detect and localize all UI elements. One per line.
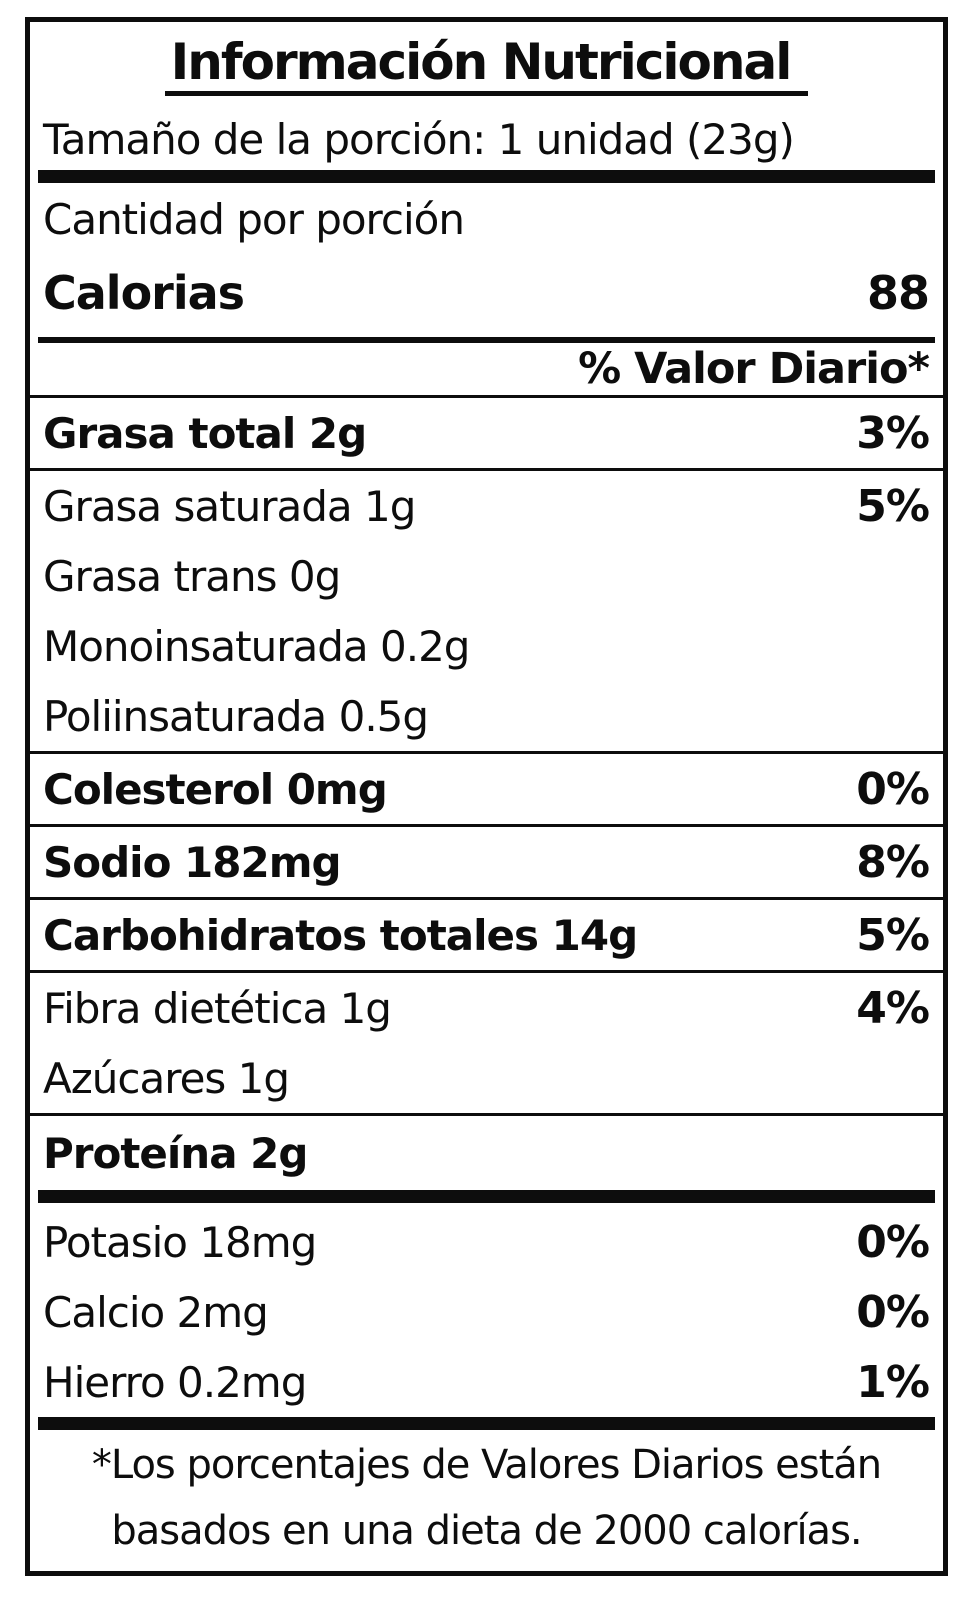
nutrient-name: Azúcares 1g [43, 1053, 290, 1103]
row-grasa-detalle: Grasa saturada 1g 5% Grasa trans 0g Mono… [30, 468, 943, 751]
nutrient-name: Grasa total 2g [43, 408, 367, 458]
thick-divider-top [38, 170, 935, 183]
row-grasa-total: Grasa total 2g 3% [30, 395, 943, 468]
thick-divider-middle [38, 1190, 935, 1203]
mineral-dv: 0% [856, 1216, 930, 1268]
nutrient-line: Fibra dietética 1g 4% [30, 973, 943, 1043]
mineral-dv: 0% [856, 1286, 930, 1338]
footnote: *Los porcentajes de Valores Diarios está… [30, 1430, 943, 1571]
nutrient-name: Poliinsaturada 0.5g [43, 691, 429, 741]
nutrient-name: Fibra dietética 1g [43, 983, 392, 1033]
nutrient-line: Grasa total 2g 3% [30, 398, 943, 468]
daily-value-header: % Valor Diario* [578, 344, 930, 394]
nutrient-dv: 8% [856, 836, 930, 888]
nutrient-name: Monoinsaturada 0.2g [43, 621, 470, 671]
serving-size-row: Tamaño de la porción: 1 unidad (23g) [30, 108, 943, 170]
nutrient-table: Grasa total 2g 3% Grasa saturada 1g 5% G… [30, 395, 943, 1190]
footnote-line-2: basados en una dieta de 2000 calorías. [111, 1507, 862, 1554]
nutrient-line: Carbohidratos totales 14g 5% [30, 900, 943, 970]
row-carbohidratos: Carbohidratos totales 14g 5% [30, 897, 943, 970]
nutrient-name: Colesterol 0mg [43, 764, 388, 814]
nutrient-line: Monoinsaturada 0.2g [30, 611, 943, 681]
label-title: Información Nutricional [164, 34, 809, 96]
row-fibra-azucares: Fibra dietética 1g 4% Azúcares 1g [30, 970, 943, 1113]
row-sodio: Sodio 182mg 8% [30, 824, 943, 897]
row-calcio: Calcio 2mg 0% [30, 1277, 943, 1347]
mineral-name: Potasio 18mg [43, 1217, 317, 1267]
nutrient-line: Grasa trans 0g [30, 541, 943, 611]
nutrient-name: Grasa trans 0g [43, 551, 341, 601]
nutrient-name: Carbohidratos totales 14g [43, 910, 638, 960]
mineral-name: Hierro 0.2mg [43, 1357, 307, 1407]
nutrient-line: Grasa saturada 1g 5% [30, 471, 943, 541]
serving-size-text: Tamaño de la porción: 1 unidad (23g) [43, 114, 795, 164]
nutrient-dv: 3% [856, 407, 930, 459]
amount-per-serving-text: Cantidad por porción [43, 194, 465, 244]
nutrient-name: Grasa saturada 1g [43, 481, 416, 531]
nutrient-line: Azúcares 1g [30, 1043, 943, 1113]
mineral-dv: 1% [856, 1356, 930, 1408]
nutrient-dv: 5% [856, 480, 930, 532]
nutrient-line: Sodio 182mg 8% [30, 827, 943, 897]
nutrition-label: Información Nutricional Tamaño de la por… [25, 17, 948, 1576]
minerals-section: Potasio 18mg 0% Calcio 2mg 0% Hierro 0.2… [30, 1203, 943, 1417]
calories-row: Calorias 88 [30, 255, 943, 337]
calories-label: Calorias [43, 266, 245, 320]
row-potasio: Potasio 18mg 0% [30, 1207, 943, 1277]
nutrient-line: Colesterol 0mg 0% [30, 754, 943, 824]
nutrient-dv: 0% [856, 763, 930, 815]
nutrient-dv: 5% [856, 909, 930, 961]
nutrient-name: Proteína 2g [43, 1128, 308, 1178]
title-row: Información Nutricional [30, 22, 943, 108]
nutrient-dv: 4% [856, 982, 930, 1034]
medium-divider [38, 337, 935, 343]
amount-per-serving-row: Cantidad por porción [30, 183, 943, 255]
thick-divider-bottom [38, 1417, 935, 1430]
mineral-name: Calcio 2mg [43, 1287, 269, 1337]
nutrient-line: Proteína 2g [30, 1116, 943, 1190]
calories-value: 88 [866, 266, 930, 320]
nutrient-line: Poliinsaturada 0.5g [30, 681, 943, 751]
row-proteina: Proteína 2g [30, 1113, 943, 1190]
row-hierro: Hierro 0.2mg 1% [30, 1347, 943, 1417]
daily-value-header-row: % Valor Diario* [30, 343, 943, 395]
nutrient-name: Sodio 182mg [43, 837, 342, 887]
row-colesterol: Colesterol 0mg 0% [30, 751, 943, 824]
footnote-line-1: *Los porcentajes de Valores Diarios está… [91, 1441, 882, 1488]
